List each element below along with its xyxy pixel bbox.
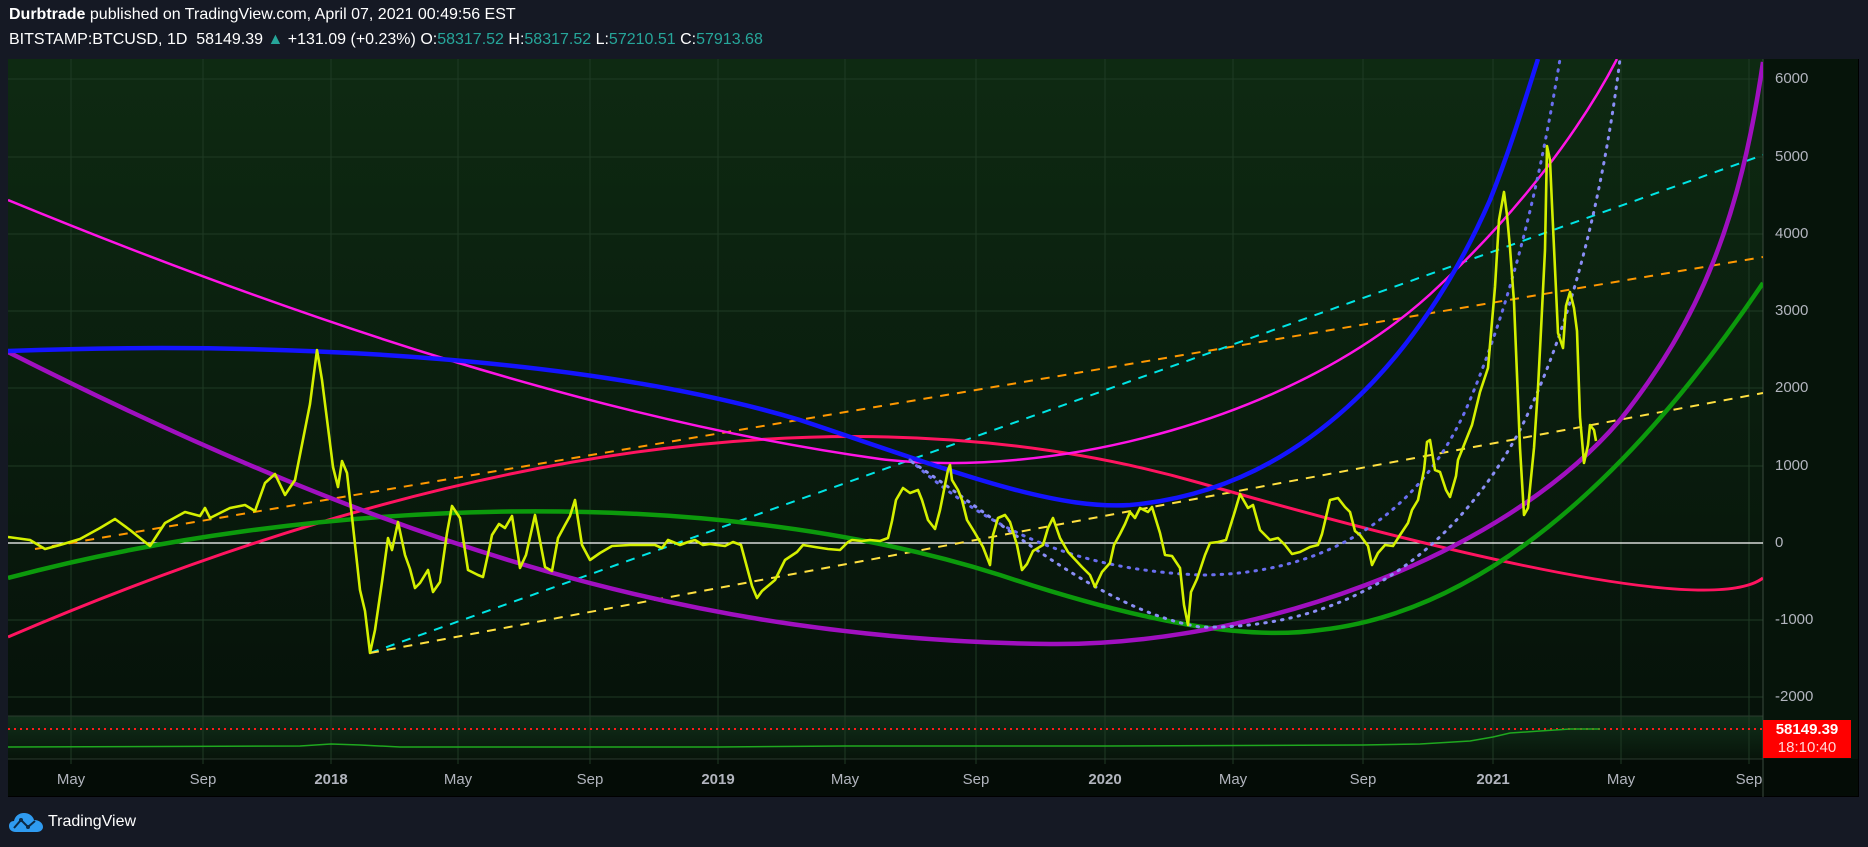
price-change: +131.09 (+0.23%) [287,31,416,48]
time-axis-label: Sep [576,771,604,788]
crimson-curve[interactable] [8,435,1763,639]
cloud-chart-icon [9,813,43,832]
symbol-name: BITSTAMP:BTCUSD, 1D [9,31,188,48]
chart-canvas[interactable] [8,59,1859,797]
price-series-line [8,728,1600,748]
time-axis-label: May [1218,771,1248,788]
chart-area[interactable] [8,59,1859,797]
magenta-curve[interactable] [8,59,1619,465]
author-name[interactable]: Durbtrade [9,6,86,23]
orange-dashed-trendline[interactable] [34,256,1763,550]
open-value: 58317.52 [437,31,504,48]
price-axis-label: 2000 [1775,379,1809,396]
high-label: H: [508,31,525,48]
time-axis-label: Sep [189,771,217,788]
time-axis-label: 2021 [1476,771,1510,788]
bar-countdown: 18:10:40 [1777,739,1837,756]
close-value: 57913.68 [696,31,763,48]
last-price-value: 58149.39 [1775,721,1839,738]
low-value: 57210.51 [608,31,676,48]
time-axis-label: May [443,771,473,788]
price-axis-label: 3000 [1775,302,1809,319]
price-axis-label: 5000 [1775,148,1809,165]
last-price: 58149.39 [196,31,264,48]
dotted-curve-outer[interactable] [910,59,1622,629]
time-axis-label: May [56,771,86,788]
time-axis-label: May [830,771,860,788]
price-axis-label: -2000 [1775,688,1814,705]
time-axis-label: Sep [962,771,990,788]
price-axis-label: 0 [1775,534,1784,551]
price-axis-label: 1000 [1775,457,1809,474]
time-axis-label: Sep [1735,771,1763,788]
close-label: C: [680,31,697,48]
blue-curve[interactable] [8,59,1541,508]
up-arrow-icon: ▲ [267,31,284,48]
low-label: L: [595,31,609,48]
time-axis[interactable] [8,759,1859,797]
high-value: 58317.52 [524,31,592,48]
price-axis-label: -1000 [1775,611,1814,628]
publish-info: Durbtrade published on TradingView.com, … [9,5,516,25]
time-axis-label: May [1606,771,1636,788]
time-axis-label: 2019 [701,771,735,788]
published-text: published on TradingView.com, April 07, … [89,6,516,23]
time-axis-label: 2018 [314,771,348,788]
oscillator-line[interactable] [8,144,1598,655]
open-label: O: [420,31,438,48]
time-axis-label: Sep [1349,771,1377,788]
symbol-info: BITSTAMP:BTCUSD, 1D 58149.39 ▲ +131.09 (… [9,30,763,50]
grid-lines [8,59,1764,797]
time-axis-label: 2020 [1088,771,1122,788]
price-axis[interactable] [1763,59,1859,759]
yellow-dashed-trendline[interactable] [369,392,1763,654]
price-axis-label: 4000 [1775,225,1809,242]
cyan-dashed-trendline[interactable] [369,154,1763,654]
brand-name: TradingView [48,813,137,830]
purple-curve[interactable] [8,61,1763,647]
green-curve[interactable] [8,281,1763,636]
volume-pane [8,716,1763,759]
price-axis-label: 6000 [1775,70,1809,87]
last-price-tag: 58149.39 18:10:40 [1763,720,1851,758]
dotted-curve-inner[interactable] [908,59,1562,577]
tradingview-logo[interactable]: TradingView [8,811,136,833]
